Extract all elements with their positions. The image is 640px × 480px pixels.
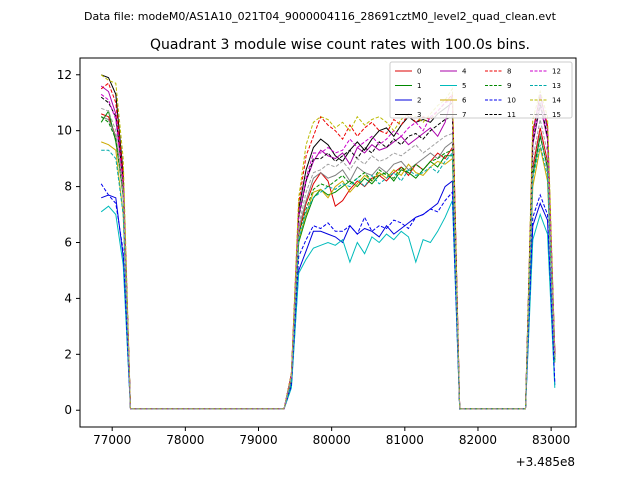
legend-label-4: 4: [462, 68, 467, 76]
y-tick-label: 2: [64, 347, 72, 361]
legend-box: [389, 61, 573, 119]
y-tick-label: 12: [57, 68, 72, 82]
legend-label-1: 1: [417, 82, 421, 90]
legend-label-12: 12: [552, 68, 561, 76]
data-file-label: Data file: modeM0/AS1A10_021T04_90000041…: [84, 10, 557, 23]
legend-label-9: 9: [507, 82, 511, 90]
x-tick-label: 78000: [166, 433, 204, 447]
x-tick-label: 82000: [459, 433, 497, 447]
series-line-15: [101, 107, 556, 410]
series-line-4: [100, 85, 556, 410]
legend-label-13: 13: [552, 82, 561, 90]
ticks-layer: 77000 78000 79000 80000 81000 82000 83000 0 2 4 6 8…: [57, 68, 571, 447]
legend-label-10: 10: [507, 97, 516, 105]
legend-label-8: 8: [507, 68, 511, 76]
legend-label-11: 11: [507, 111, 516, 119]
x-tick-label: 79000: [239, 433, 277, 447]
x-tick-label: 83000: [532, 433, 570, 447]
legend-label-14: 14: [552, 97, 561, 105]
series-line-0: [101, 113, 556, 410]
series-line-13: [101, 144, 556, 410]
legend-label-5: 5: [462, 82, 466, 90]
y-tick-label: 10: [57, 124, 72, 138]
x-tick-label: 81000: [386, 433, 424, 447]
y-tick-label: 6: [64, 236, 72, 250]
series-line-11: [100, 96, 556, 410]
x-tick-label: 80000: [313, 433, 351, 447]
x-tick-label: 77000: [93, 433, 131, 447]
series-line-12: [100, 93, 556, 410]
legend-label-15: 15: [552, 111, 561, 119]
chart-title: Quadrant 3 module wise count rates with …: [150, 37, 530, 53]
legend-label-3: 3: [417, 111, 421, 119]
y-tick-label: 0: [64, 403, 72, 417]
series-line-9: [100, 116, 556, 410]
legend-label-0: 0: [417, 68, 421, 76]
legend-label-7: 7: [462, 111, 466, 119]
series-line-10: [100, 183, 556, 410]
series-line-8: [100, 82, 556, 410]
series-line-2: [101, 180, 556, 410]
legend-label-6: 6: [462, 97, 467, 105]
series-line-7: [101, 116, 556, 410]
legend-label-2: 2: [417, 97, 421, 105]
x-offset-label: +3.485e8: [516, 455, 575, 469]
y-tick-label: 4: [64, 291, 72, 305]
series-layer: [100, 74, 556, 410]
y-tick-label: 8: [64, 180, 72, 194]
series-line-5: [100, 200, 556, 410]
